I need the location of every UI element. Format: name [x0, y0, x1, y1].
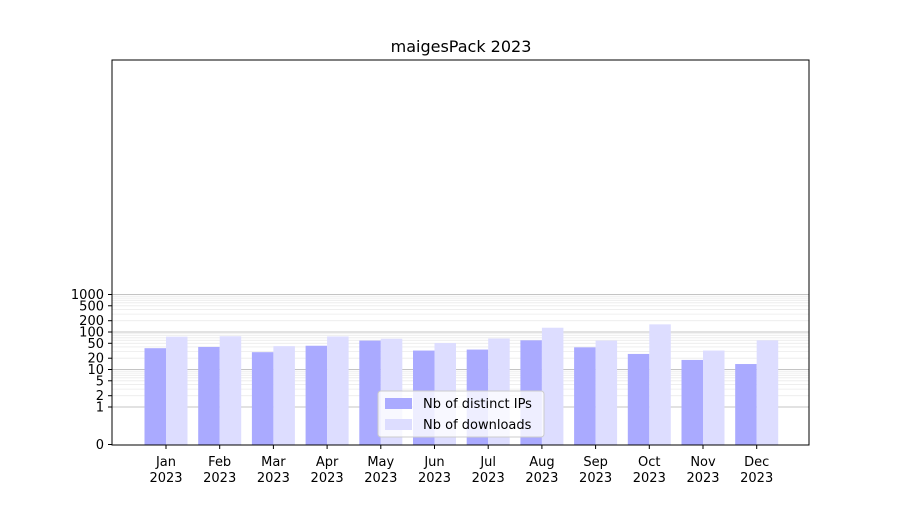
y-tick-label: 500: [79, 299, 104, 314]
x-tick-label: Dec 2023: [740, 455, 773, 486]
x-tick-label: Sep 2023: [579, 455, 612, 486]
y-tick-label: 2: [96, 389, 104, 404]
x-tick-label: Jun 2023: [418, 455, 451, 486]
y-tick-label: 0: [96, 438, 104, 453]
y-tick-label: 1: [96, 401, 104, 416]
y-tick-label: 10: [87, 363, 104, 378]
y-tick-label: 1000: [71, 288, 104, 303]
bar-downloads: [756, 340, 779, 445]
bar-distinct-ips: [735, 364, 757, 445]
legend-swatch: [385, 398, 412, 409]
x-tick-label: Aug 2023: [525, 455, 558, 486]
bar-distinct-ips: [574, 347, 596, 445]
plot-frame: [111, 59, 810, 446]
bar-downloads: [703, 350, 725, 445]
bar-downloads: [219, 336, 242, 445]
x-tick-label: May 2023: [364, 455, 397, 486]
legend: Nb of distinct IPs Nb of downloads: [377, 390, 545, 438]
y-tick-label: 20: [87, 352, 104, 367]
bar-downloads: [273, 346, 295, 445]
bar-downloads: [166, 336, 188, 445]
bar-distinct-ips: [144, 348, 166, 445]
bar-downloads: [595, 340, 618, 445]
y-tick-label: 50: [87, 337, 104, 352]
bar-distinct-ips: [198, 346, 220, 445]
legend-label: Nb of downloads: [423, 418, 532, 433]
legend-swatch: [385, 419, 412, 430]
bar-downloads: [649, 324, 671, 445]
x-tick-label: Jul 2023: [472, 455, 505, 486]
x-tick-label: Apr 2023: [311, 455, 344, 486]
bar-downloads: [327, 336, 349, 445]
legend-label: Nb of distinct IPs: [423, 397, 532, 412]
bar-distinct-ips: [627, 353, 650, 445]
bar-distinct-ips: [359, 340, 381, 445]
x-tick-label: Feb 2023: [203, 455, 236, 486]
y-tick-label: 100: [79, 326, 104, 341]
x-tick-label: Oct 2023: [633, 455, 666, 486]
x-tick-label: Mar 2023: [257, 455, 290, 486]
y-tick-label: 200: [79, 314, 104, 329]
y-tick-label: 5: [96, 374, 104, 389]
bar-distinct-ips: [681, 359, 703, 445]
x-tick-label: Jan 2023: [149, 455, 182, 486]
bar-downloads: [541, 327, 564, 445]
x-tick-label: Nov 2023: [686, 455, 719, 486]
bar-distinct-ips: [251, 352, 274, 445]
chart-title: maigesPack 2023: [391, 37, 532, 56]
legend-box: [377, 390, 545, 438]
bar-distinct-ips: [305, 345, 328, 445]
x-axis: Jan 2023 Feb 2023 Mar 2023 Apr 2023 May 2023 Jun 20…: [149, 445, 773, 486]
